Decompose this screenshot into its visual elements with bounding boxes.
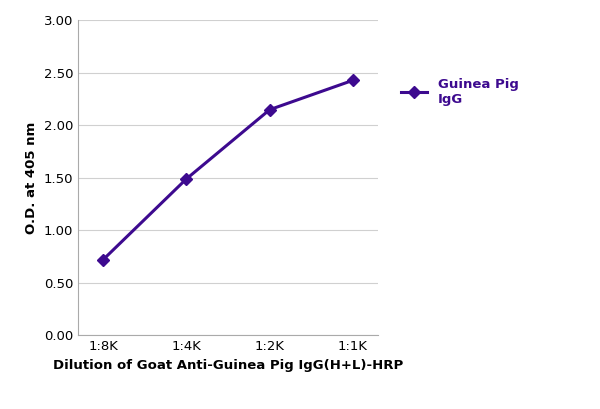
Guinea Pig
IgG [183, 177, 190, 182]
Y-axis label: O.D. at 405 nm: O.D. at 405 nm [25, 122, 38, 234]
Legend: Guinea Pig
IgG: Guinea Pig IgG [397, 74, 523, 110]
X-axis label: Dilution of Goat Anti-Guinea Pig IgG(H+L)-HRP: Dilution of Goat Anti-Guinea Pig IgG(H+L… [53, 359, 403, 372]
Guinea Pig
IgG [266, 107, 273, 112]
Guinea Pig
IgG [349, 78, 356, 83]
Guinea Pig
IgG [100, 257, 107, 262]
Line: Guinea Pig
IgG: Guinea Pig IgG [99, 76, 357, 264]
